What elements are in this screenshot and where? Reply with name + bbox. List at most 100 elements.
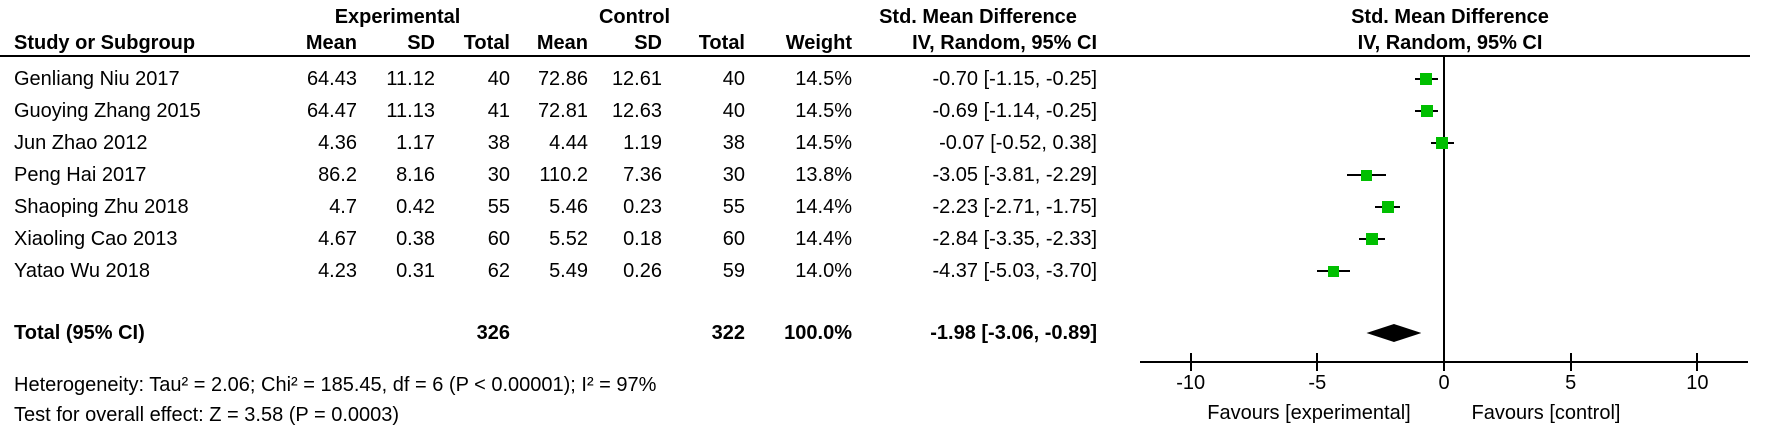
exp-total: 40 xyxy=(487,68,510,90)
weight: 14.5% xyxy=(795,132,852,154)
axis-tick xyxy=(1696,353,1699,371)
ci-value: -0.70 [-1.15, -0.25] xyxy=(932,68,1097,90)
total-exp-n: 326 xyxy=(476,322,510,344)
study-label: Shaoping Zhu 2018 xyxy=(14,196,189,218)
axis-tick-label: 5 xyxy=(1565,372,1577,394)
ctl-mean: 5.49 xyxy=(549,260,588,282)
weight: 14.4% xyxy=(795,196,852,218)
effect-marker xyxy=(1381,201,1394,213)
axis-tick-label: 10 xyxy=(1686,372,1709,394)
plot-header-iv-random: IV, Random, 95% CI xyxy=(1357,32,1543,54)
effect-marker xyxy=(1327,265,1339,277)
weight: 14.5% xyxy=(795,68,852,90)
exp-mean: 86.2 xyxy=(318,164,357,186)
col-header-exp-mean: Mean xyxy=(305,32,357,54)
axis-tick-label: -10 xyxy=(1176,372,1206,394)
summary-diamond xyxy=(1366,324,1422,342)
ctl-sd: 0.23 xyxy=(623,196,662,218)
ci-value: -2.23 [-2.71, -1.75] xyxy=(932,196,1097,218)
study-label: Genliang Niu 2017 xyxy=(14,68,180,90)
ctl-sd: 0.26 xyxy=(623,260,662,282)
weight: 14.0% xyxy=(795,260,852,282)
study-label: Jun Zhao 2012 xyxy=(14,132,148,154)
study-label: Guoying Zhang 2015 xyxy=(14,100,201,122)
col-header-iv-random: IV, Random, 95% CI xyxy=(912,32,1097,54)
exp-sd: 11.13 xyxy=(386,100,435,122)
ctl-mean: 72.81 xyxy=(537,100,588,122)
ctl-total: 59 xyxy=(722,260,745,282)
exp-sd: 11.12 xyxy=(386,68,435,90)
study-label: Yatao Wu 2018 xyxy=(14,260,151,282)
axis-tick xyxy=(1569,353,1572,371)
exp-mean: 64.43 xyxy=(306,68,357,90)
col-header-ctl-sd: SD xyxy=(634,32,662,54)
ctl-sd: 1.19 xyxy=(623,132,662,154)
column-group-smd-plot: Std. Mean Difference xyxy=(1351,6,1549,28)
favours-control-label: Favours [control] xyxy=(1471,402,1621,424)
ctl-mean: 4.44 xyxy=(549,132,588,154)
ctl-sd: 12.61 xyxy=(611,68,662,90)
exp-total: 38 xyxy=(487,132,510,154)
axis-tick xyxy=(1443,353,1445,371)
ci-value: -0.07 [-0.52, 0.38] xyxy=(939,132,1097,154)
ctl-mean: 5.46 xyxy=(549,196,588,218)
exp-total: 60 xyxy=(487,228,510,250)
zero-line xyxy=(1443,57,1445,363)
total-ctl-n: 322 xyxy=(711,322,745,344)
weight: 14.4% xyxy=(795,228,852,250)
exp-mean: 4.67 xyxy=(318,228,357,250)
total-ci-value: -1.98 [-3.06, -0.89] xyxy=(930,322,1097,344)
weight: 14.5% xyxy=(795,100,852,122)
exp-sd: 0.31 xyxy=(396,260,435,282)
col-header-weight: Weight xyxy=(785,32,852,54)
col-header-ctl-total: Total xyxy=(698,32,745,54)
ctl-mean: 110.2 xyxy=(539,164,588,186)
column-group-control: Control xyxy=(598,6,671,28)
ctl-total: 40 xyxy=(722,68,745,90)
exp-mean: 4.23 xyxy=(318,260,357,282)
ctl-sd: 7.36 xyxy=(623,164,662,186)
column-group-experimental: Experimental xyxy=(334,6,461,28)
col-header-ctl-mean: Mean xyxy=(536,32,588,54)
effect-marker xyxy=(1366,233,1379,245)
exp-sd: 0.42 xyxy=(396,196,435,218)
exp-total: 41 xyxy=(487,100,510,122)
effect-marker xyxy=(1361,169,1373,181)
exp-mean: 4.7 xyxy=(329,196,357,218)
column-group-smd-values: Std. Mean Difference xyxy=(879,6,1077,28)
effect-marker xyxy=(1420,105,1433,117)
axis-tick-label: 0 xyxy=(1438,372,1450,394)
axis-tick xyxy=(1316,353,1319,371)
exp-total: 62 xyxy=(487,260,510,282)
weight: 13.8% xyxy=(795,164,852,186)
ctl-mean: 5.52 xyxy=(549,228,588,250)
axis-tick-label: -5 xyxy=(1308,372,1327,394)
ctl-total: 55 xyxy=(722,196,745,218)
total-weight: 100.0% xyxy=(784,322,852,344)
axis-tick xyxy=(1189,353,1192,371)
effect-marker xyxy=(1436,137,1449,149)
exp-sd: 0.38 xyxy=(396,228,435,250)
exp-sd: 8.16 xyxy=(396,164,435,186)
exp-total: 30 xyxy=(487,164,510,186)
study-label: Xiaoling Cao 2013 xyxy=(14,228,178,250)
overall-effect-test: Test for overall effect: Z = 3.58 (P = 0… xyxy=(14,404,400,426)
ctl-total: 40 xyxy=(722,100,745,122)
col-header-study: Study or Subgroup xyxy=(14,32,196,54)
ctl-total: 60 xyxy=(722,228,745,250)
exp-sd: 1.17 xyxy=(396,132,435,154)
ctl-sd: 0.18 xyxy=(623,228,662,250)
study-label: Peng Hai 2017 xyxy=(14,164,147,186)
ci-value: -3.05 [-3.81, -2.29] xyxy=(932,164,1097,186)
col-header-exp-sd: SD xyxy=(407,32,435,54)
ctl-total: 30 xyxy=(722,164,745,186)
exp-total: 55 xyxy=(487,196,510,218)
ctl-total: 38 xyxy=(722,132,745,154)
exp-mean: 4.36 xyxy=(318,132,357,154)
ci-value: -4.37 [-5.03, -3.70] xyxy=(932,260,1097,282)
header-divider xyxy=(0,55,1750,57)
exp-mean: 64.47 xyxy=(306,100,357,122)
ci-value: -2.84 [-3.35, -2.33] xyxy=(932,228,1097,250)
ctl-sd: 12.63 xyxy=(611,100,662,122)
